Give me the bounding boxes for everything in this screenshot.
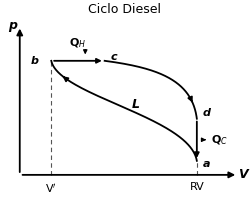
Text: V$'$: V$'$ bbox=[45, 182, 57, 195]
Title: Ciclo Diesel: Ciclo Diesel bbox=[87, 3, 160, 16]
Text: p: p bbox=[8, 19, 17, 32]
Text: b: b bbox=[30, 56, 38, 66]
Text: d: d bbox=[202, 108, 210, 118]
Text: c: c bbox=[110, 52, 117, 62]
Text: a: a bbox=[202, 159, 209, 169]
Text: RV: RV bbox=[189, 182, 204, 192]
Text: Q$_C$: Q$_C$ bbox=[210, 133, 228, 147]
Text: V: V bbox=[237, 168, 247, 181]
Text: Q$_H$: Q$_H$ bbox=[69, 37, 86, 50]
Text: L: L bbox=[132, 98, 140, 111]
